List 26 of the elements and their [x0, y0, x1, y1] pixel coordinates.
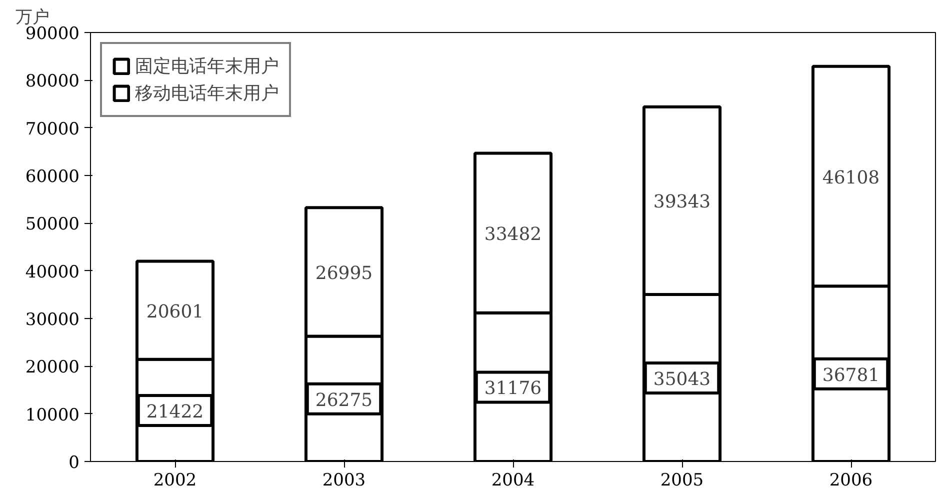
- data-label: 26995: [315, 262, 373, 284]
- y-tick-label: 50000: [25, 214, 80, 235]
- legend-label: 固定电话年末用户: [135, 55, 279, 78]
- x-tick-label: 2006: [829, 470, 873, 490]
- y-tick-label: 30000: [25, 310, 80, 330]
- data-label: 35043: [653, 368, 711, 390]
- y-tick-label: 80000: [25, 72, 80, 92]
- data-label: 33482: [484, 224, 542, 246]
- data-label: 21422: [146, 401, 204, 422]
- data-label: 31176: [484, 378, 542, 400]
- data-label: 39343: [653, 192, 711, 213]
- y-tick-label: 60000: [25, 167, 80, 187]
- x-tick-label: 2004: [491, 470, 535, 490]
- y-tick-label: 20000: [25, 358, 80, 378]
- legend-label: 移动电话年末用户: [135, 82, 279, 105]
- x-tick-label: 2002: [153, 470, 197, 490]
- y-tick-label: 0: [68, 453, 80, 473]
- y-tick-label: 40000: [25, 262, 80, 282]
- x-tick-label: 2005: [660, 470, 704, 490]
- y-tick-label: 10000: [25, 405, 80, 426]
- data-label: 26275: [315, 390, 373, 411]
- x-tick-label: 2003: [322, 470, 366, 490]
- data-label: 46108: [822, 167, 880, 188]
- data-label: 20601: [146, 301, 204, 322]
- y-tick-label: 70000: [25, 119, 80, 140]
- data-label: 36781: [822, 364, 880, 386]
